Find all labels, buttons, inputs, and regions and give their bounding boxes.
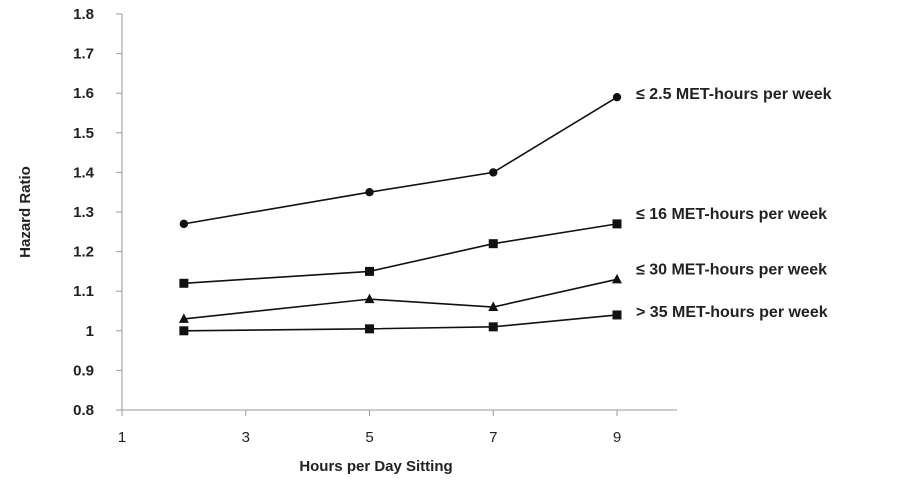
data-point-circle — [489, 168, 498, 177]
series-group: ≤ 30 MET-hours per week — [178, 261, 827, 323]
y-tick-label: 1.1 — [73, 283, 94, 300]
data-point-circle — [612, 92, 622, 102]
x-tick-label: 1 — [118, 429, 126, 446]
y-tick-label: 1 — [86, 323, 94, 340]
x-tick-label: 9 — [613, 429, 621, 446]
data-point-square — [365, 324, 374, 334]
series-line — [183, 96, 618, 225]
data-point-triangle — [612, 273, 622, 284]
data-point-square — [365, 266, 374, 276]
series: ≤ 2.5 MET-hours per week ≤ 16 MET-hours p… — [178, 86, 832, 336]
series-label: ≤ 16 MET-hours per week — [636, 206, 827, 223]
data-point-triangle — [364, 293, 375, 304]
series-group: > 35 MET-hours per week — [179, 304, 828, 336]
data-point-square — [488, 322, 498, 332]
data-point-triangle — [178, 313, 189, 323]
series-line — [183, 278, 618, 320]
y-tick-label: 1.3 — [73, 204, 94, 221]
y-tick-label: 1.6 — [73, 85, 94, 102]
series-label: ≤ 30 MET-hours per week — [636, 261, 827, 278]
y-tick-label: 0.8 — [73, 402, 94, 419]
series-label: ≤ 2.5 MET-hours per week — [636, 86, 832, 103]
x-tick-label: 3 — [242, 429, 250, 446]
y-tick-label: 0.9 — [73, 362, 94, 379]
data-point-square — [488, 239, 498, 249]
data-point-square — [179, 326, 189, 336]
y-tick-label: 1.2 — [73, 244, 94, 261]
series-group: ≤ 2.5 MET-hours per week — [179, 86, 832, 229]
y-ticks: 0.8 0.9 1 1.1 1.2 1.3 1.4 1.5 1.6 1.7 1.8 — [73, 6, 122, 419]
data-point-square — [612, 310, 622, 320]
series-line — [183, 314, 618, 332]
x-ticks: 1 3 5 7 9 — [118, 410, 621, 446]
y-tick-label: 1.4 — [73, 164, 95, 181]
data-point-circle — [365, 188, 374, 197]
y-tick-label: 1.8 — [73, 6, 94, 23]
y-tick-label: 1.7 — [73, 46, 94, 63]
data-point-square — [179, 278, 189, 288]
data-point-circle — [179, 219, 189, 229]
axes — [121, 14, 677, 411]
y-tick-label: 1.5 — [73, 125, 94, 142]
x-tick-label: 5 — [365, 429, 373, 446]
series-group: ≤ 16 MET-hours per week — [179, 206, 827, 288]
series-line — [183, 223, 618, 285]
x-axis-title: Hours per Day Sitting — [299, 458, 452, 475]
series-label: > 35 MET-hours per week — [636, 304, 828, 321]
x-tick-label: 7 — [489, 429, 497, 446]
data-point-square — [612, 219, 622, 229]
data-point-triangle — [488, 301, 499, 312]
y-axis-title: Hazard Ratio — [17, 166, 34, 258]
